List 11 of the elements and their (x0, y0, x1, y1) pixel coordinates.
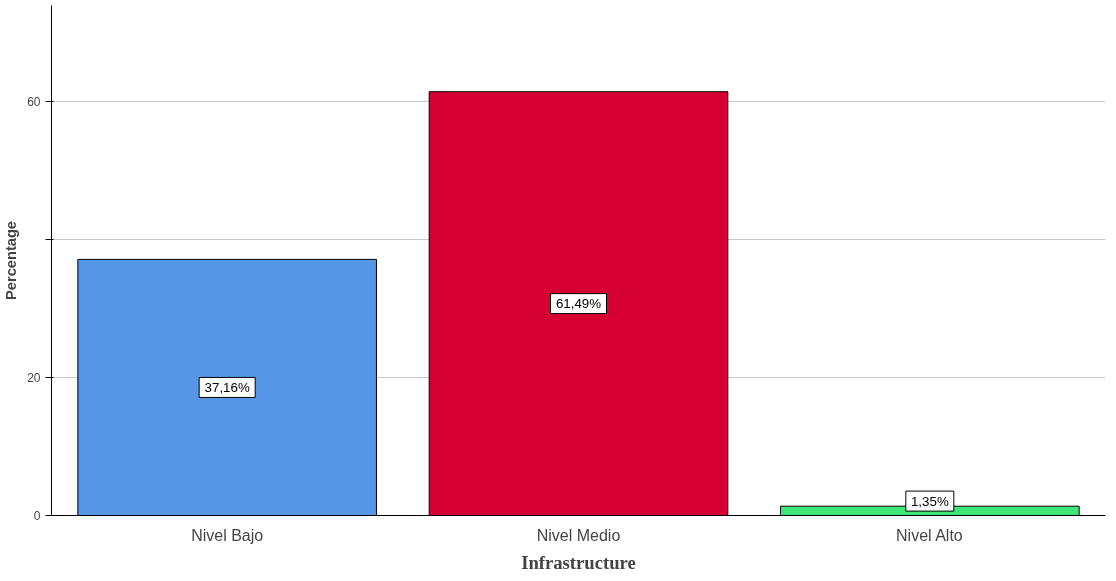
x-axis-title: Infrastructure (521, 551, 636, 573)
y-tick-label: 0 (33, 509, 41, 523)
data-label: 37,16% (204, 379, 250, 395)
y-tick-label: 20 (27, 371, 41, 386)
data-label: 1,35% (910, 493, 949, 509)
x-tick-label: Nivel Alto (896, 526, 963, 544)
x-tick-label: Nivel Bajo (191, 526, 264, 544)
y-axis-title: Percentage (3, 220, 20, 301)
data-label: 61,49% (555, 296, 602, 312)
x-tick-label: Nivel Medio (536, 526, 621, 544)
y-tick-label: 60 (27, 95, 41, 110)
